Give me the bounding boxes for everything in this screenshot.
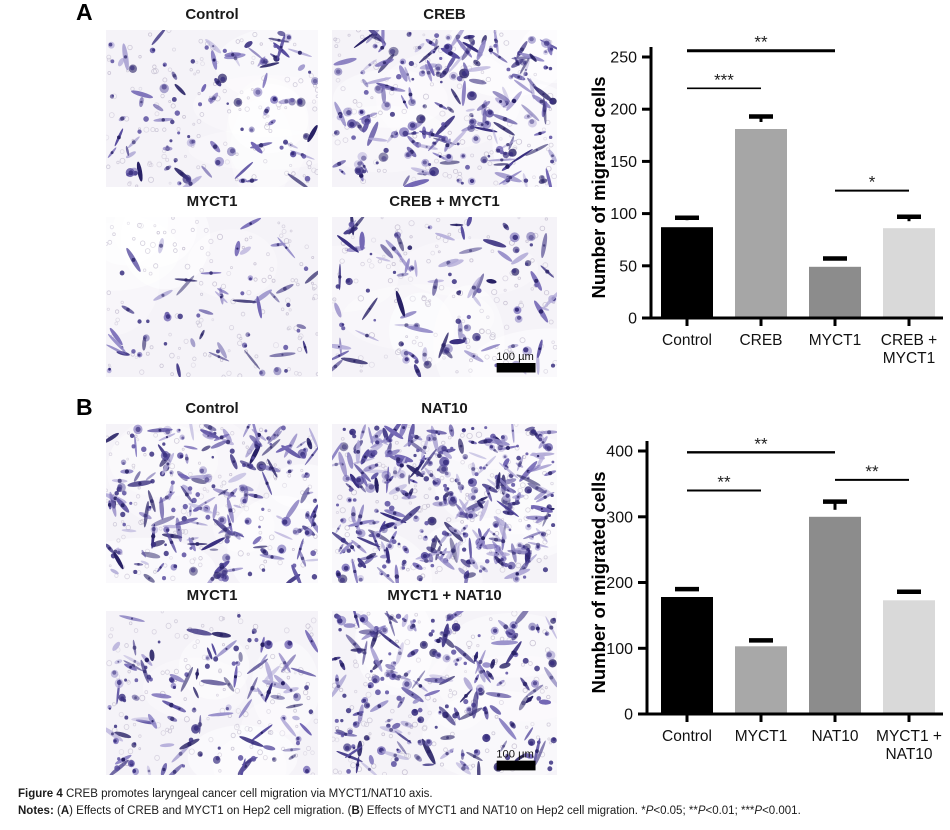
- microscopy-image-b-3: [106, 611, 318, 775]
- svg-text:NAT10: NAT10: [885, 746, 932, 763]
- caption-segment: A: [60, 804, 70, 817]
- caption-segment: <0.01; ***: [705, 804, 755, 817]
- caption-segment: (: [56, 804, 61, 817]
- svg-text:300: 300: [606, 509, 633, 526]
- caption-segment: B: [351, 804, 360, 817]
- image-label-b-3: MYCT1: [186, 587, 238, 604]
- caption-line-2: Notes: (A) Effects of CREB and MYCT1 on …: [18, 803, 943, 820]
- svg-text:NAT10: NAT10: [811, 728, 858, 745]
- svg-text:MYCT1: MYCT1: [883, 350, 936, 367]
- microscopy-image-a-2: [332, 30, 557, 187]
- svg-text:MYCT1: MYCT1: [809, 332, 862, 349]
- caption-segment: Figure 4: [18, 788, 66, 800]
- microscopy-image-a-1: [106, 30, 318, 187]
- svg-text:CREB: CREB: [739, 332, 782, 349]
- svg-text:Control: Control: [662, 728, 712, 745]
- svg-text:100: 100: [610, 206, 637, 223]
- svg-text:**: **: [754, 33, 768, 52]
- svg-text:Number of migrated cells: Number of migrated cells: [588, 471, 609, 693]
- svg-text:0: 0: [624, 707, 633, 724]
- image-label-b-2: NAT10: [421, 400, 468, 417]
- svg-text:150: 150: [610, 154, 637, 171]
- caption-segment: P: [754, 804, 763, 817]
- svg-text:**: **: [717, 473, 731, 492]
- image-label-a-4: CREB + MYCT1: [389, 193, 500, 210]
- caption-segment: P: [697, 804, 706, 817]
- microscopy-image-b-4: 100 µm: [332, 611, 557, 775]
- image-label-a-3: MYCT1: [186, 193, 238, 210]
- image-label-b-4: MYCT1 + NAT10: [387, 587, 502, 604]
- svg-text:MYCT1: MYCT1: [735, 728, 788, 745]
- microscopy-image-b-2: [332, 424, 557, 583]
- image-label-a-1: Control: [185, 6, 239, 23]
- svg-text:200: 200: [610, 102, 637, 119]
- caption-segment: Notes:: [18, 804, 57, 817]
- svg-text:0: 0: [628, 311, 637, 328]
- svg-text:**: **: [865, 462, 879, 481]
- svg-text:200: 200: [606, 575, 633, 592]
- svg-text:MYCT1 +: MYCT1 +: [876, 728, 942, 745]
- microscopy-image-a-4: 100 µm: [332, 217, 557, 377]
- image-label-a-2: CREB: [423, 6, 466, 23]
- caption-segment: ) Effects of MYCT1 and NAT10 on Hep2 cel…: [359, 804, 646, 817]
- caption-segment: CREB promotes laryngeal cancer cell migr…: [65, 788, 433, 800]
- microscopy-image-a-3: [106, 217, 318, 377]
- panel-label-a: A: [76, 0, 93, 25]
- caption-line-1: Figure 4 CREB promotes laryngeal cancer …: [18, 786, 943, 803]
- caption-segment: <0.05; **: [653, 804, 698, 817]
- image-label-b-1: Control: [185, 400, 239, 417]
- svg-text:100: 100: [606, 641, 633, 658]
- svg-text:50: 50: [619, 258, 637, 275]
- svg-text:**: **: [754, 434, 768, 453]
- svg-text:***: ***: [714, 70, 734, 89]
- svg-text:*: *: [869, 173, 876, 192]
- microscopy-image-b-1: [106, 424, 318, 583]
- panel-label-b: B: [76, 394, 93, 420]
- svg-text:250: 250: [610, 50, 637, 67]
- caption-segment: ) Effects of CREB and MYCT1 on Hep2 cell…: [69, 804, 352, 817]
- svg-text:CREB +: CREB +: [881, 332, 937, 349]
- svg-text:400: 400: [606, 444, 633, 461]
- svg-text:Control: Control: [662, 332, 712, 349]
- caption-segment: <0.001.: [762, 804, 801, 817]
- figure-caption: Figure 4 CREB promotes laryngeal cancer …: [18, 786, 943, 819]
- caption-segment: P: [645, 804, 654, 817]
- svg-text:Number of migrated cells: Number of migrated cells: [588, 76, 609, 298]
- svg-text:100 µm: 100 µm: [496, 749, 534, 761]
- svg-text:100 µm: 100 µm: [496, 351, 534, 363]
